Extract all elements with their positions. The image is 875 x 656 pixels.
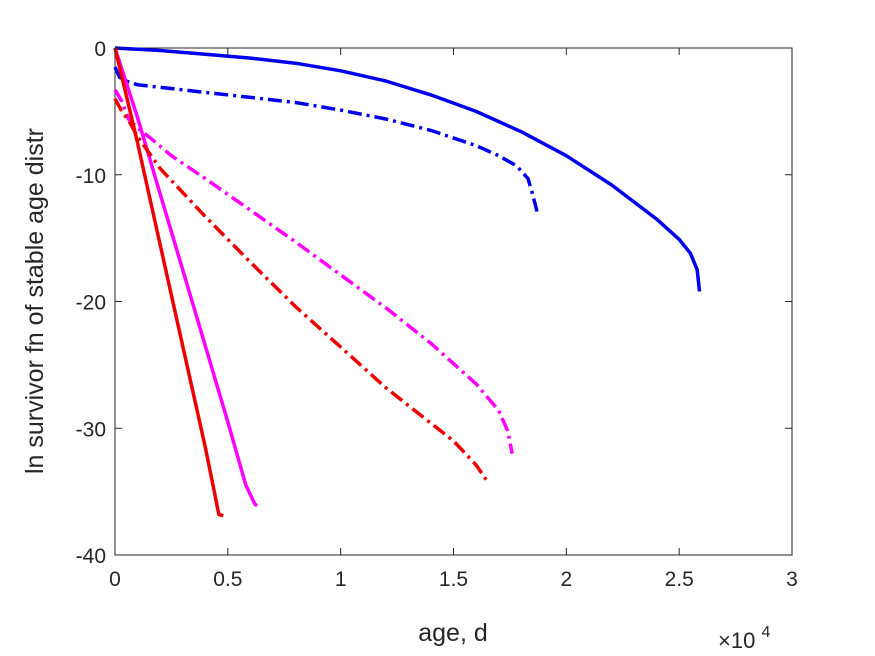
y-axis-ticks: 0 -10 -20 -30 -40 <box>76 38 792 568</box>
x-tick-label: 2 <box>560 568 572 591</box>
x-tick-label: 2.5 <box>665 568 694 591</box>
y-tick-label: -20 <box>76 292 106 315</box>
x-tick-label: 1 <box>335 568 347 591</box>
x-tick-label: 0.5 <box>213 568 242 591</box>
x-tick-label: 3 <box>786 568 798 591</box>
x-tick-label: 0 <box>109 568 121 591</box>
plot-area <box>114 47 793 556</box>
series-line-6 <box>113 97 489 483</box>
x-axis-label: age, d <box>418 619 488 647</box>
x-exponent-base: ×10 <box>718 628 755 653</box>
y-axis-label: ln survivor fn of stable age distr <box>21 128 49 474</box>
series-line-2 <box>113 66 539 212</box>
series-line-1 <box>114 46 702 292</box>
x-tick-label: 1.5 <box>439 568 468 591</box>
x-exponent-power: 4 <box>761 624 770 641</box>
x-axis-exponent-label: ×10 4 <box>718 624 770 653</box>
y-tick-label: -10 <box>76 165 106 188</box>
series-layer <box>113 46 702 518</box>
y-tick-label: -30 <box>76 418 106 441</box>
series-line-5 <box>113 47 224 518</box>
x-axis-ticks: 0 0.5 1 1.5 2 2.5 3 <box>109 48 798 591</box>
series-line-3 <box>113 47 259 508</box>
y-tick-label: -40 <box>76 545 106 568</box>
y-tick-label: 0 <box>94 38 106 61</box>
